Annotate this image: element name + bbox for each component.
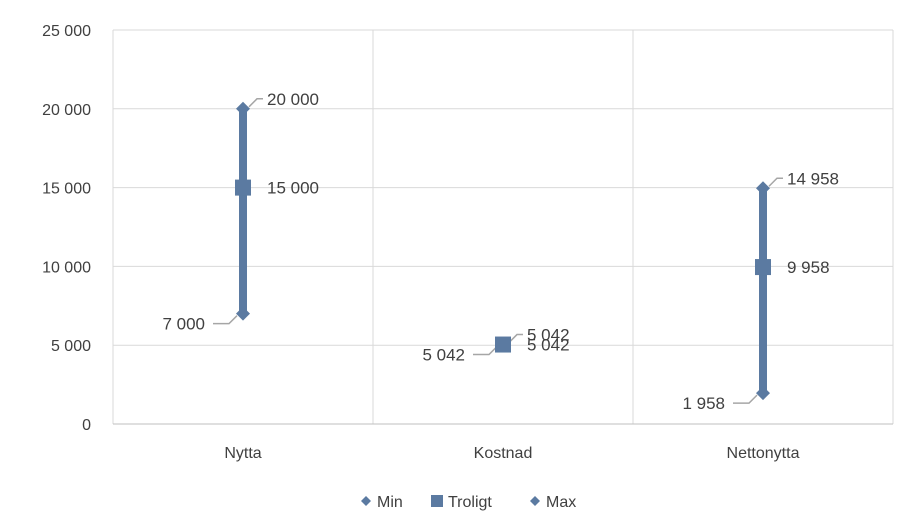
marker-max (236, 101, 250, 116)
leader-line-max (768, 177, 783, 187)
data-markers (235, 101, 771, 401)
data-label-troligt: 15 000 (267, 179, 319, 198)
y-axis-tick-labels: 0 5 000 10 000 15 000 20 000 25 000 (42, 23, 91, 434)
x-axis-category-labels: Nytta Kostnad Nettonytta (224, 445, 799, 462)
marker-troligt (235, 179, 251, 196)
category-label: Nytta (224, 445, 261, 462)
marker-min (236, 306, 250, 321)
data-label-troligt: 5 042 (527, 336, 570, 355)
marker-troligt (755, 259, 771, 276)
marker-min (756, 386, 770, 401)
data-label-troligt: 9 958 (787, 258, 830, 277)
category-label: Nettonytta (727, 445, 800, 462)
legend-label: Min (377, 494, 403, 511)
legend-marker (530, 496, 540, 506)
y-tick-label: 25 000 (42, 23, 91, 40)
y-tick-label: 5 000 (51, 338, 91, 355)
y-tick-label: 20 000 (42, 102, 91, 119)
legend-marker (431, 495, 443, 507)
data-label-max: 20 000 (267, 90, 319, 109)
category-label: Kostnad (474, 445, 533, 462)
y-tick-label: 10 000 (42, 259, 91, 276)
legend-label: Max (546, 494, 576, 511)
y-tick-label: 0 (82, 417, 91, 434)
range-bars (239, 108, 767, 394)
legend-marker (361, 496, 371, 506)
legend: Min Troligt Max (361, 494, 576, 511)
marker-troligt (495, 336, 511, 353)
gridlines (112, 29, 894, 425)
data-label-min: 1 958 (682, 394, 725, 413)
marker-max (756, 181, 770, 196)
leader-line-min (733, 394, 758, 404)
leader-line-max (248, 98, 263, 108)
leader-line-max (508, 333, 523, 344)
y-tick-label: 15 000 (42, 181, 91, 198)
data-label-max: 14 958 (787, 169, 839, 188)
leader-lines (213, 98, 783, 404)
leader-line-min (213, 315, 238, 325)
data-label-min: 7 000 (162, 315, 205, 334)
legend-label: Troligt (448, 494, 492, 511)
data-label-max: 5 042 (527, 326, 570, 345)
data-label-min: 5 042 (422, 346, 465, 365)
leader-line-min (473, 346, 498, 356)
